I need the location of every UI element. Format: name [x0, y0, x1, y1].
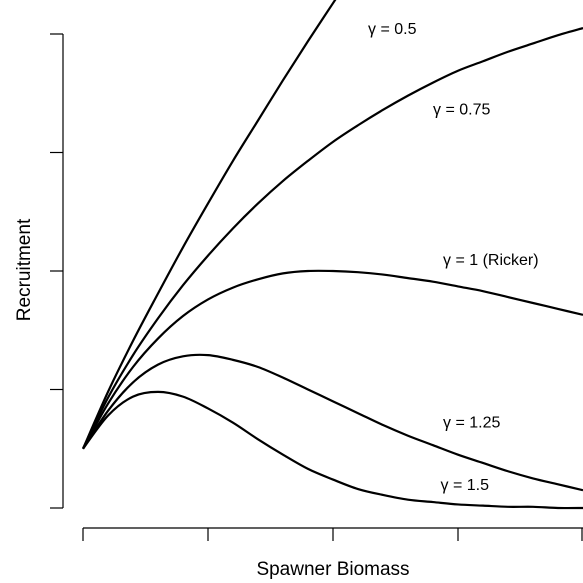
- series-line-1: [82, 27, 583, 450]
- y-axis-label: Recruitment: [14, 218, 35, 321]
- curve-group: [81, 0, 583, 510]
- x-axis-label: Spawner Biomass: [256, 559, 409, 580]
- curve-label-0: γ = 0.5: [368, 21, 417, 38]
- series-line-4: [82, 390, 583, 510]
- curve-label-2: γ = 1 (Ricker): [443, 252, 539, 269]
- series-line-0: [81, 0, 337, 450]
- x-tick-group: [82, 528, 583, 541]
- series-line-3: [82, 353, 583, 492]
- curve-label-3: γ = 1.25: [443, 414, 500, 431]
- curve-label-group: γ = 0.5 γ = 0.75 γ = 1 (Ricker) γ = 1.25 γ =…: [368, 21, 539, 494]
- curve-label-1: γ = 0.75: [433, 102, 490, 119]
- curve-label-4: γ = 1.5: [441, 477, 490, 494]
- y-tick-group: [50, 33, 63, 509]
- series-line-2: [82, 269, 583, 450]
